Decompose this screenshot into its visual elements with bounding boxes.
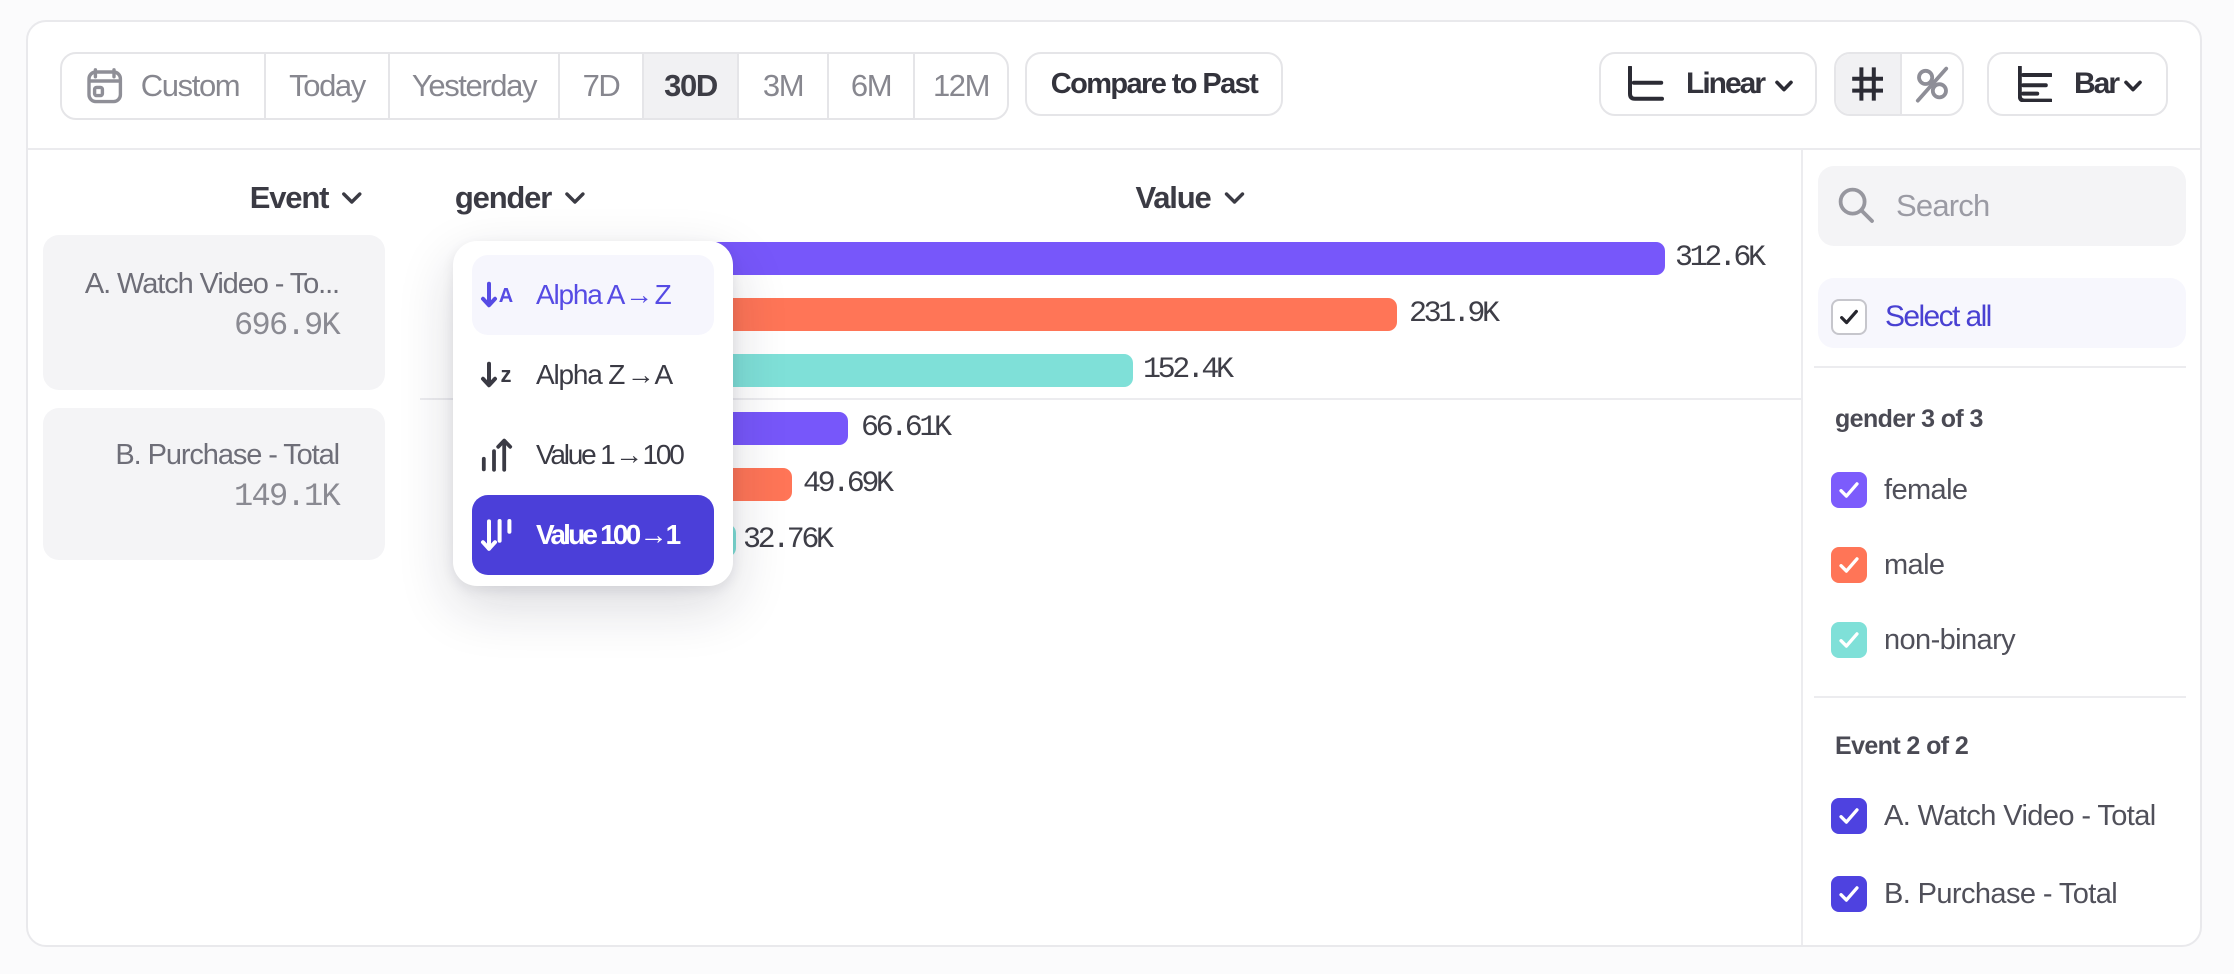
svg-text:A: A (499, 285, 513, 307)
svg-text:z: z (500, 362, 511, 387)
